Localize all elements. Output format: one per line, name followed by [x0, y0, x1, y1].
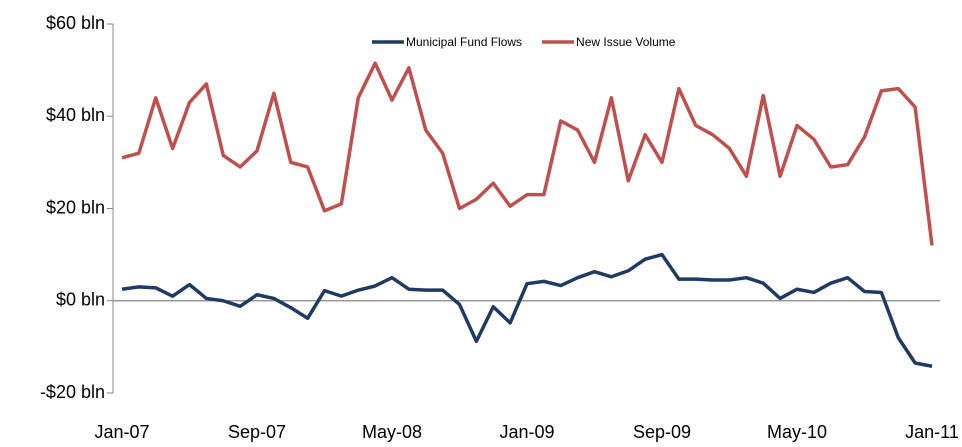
y-tick-label: $0 bln — [56, 290, 105, 310]
y-tick-label: $40 bln — [46, 105, 105, 125]
x-tick-label: Sep-09 — [633, 422, 691, 442]
legend-label: Municipal Fund Flows — [406, 35, 522, 49]
series-line — [121, 61, 934, 246]
legend-label: New Issue Volume — [576, 35, 676, 49]
x-tick-label: May-08 — [362, 422, 422, 442]
x-tick-label: May-10 — [767, 422, 827, 442]
y-tick-label: $20 bln — [46, 197, 105, 217]
x-tick-label: Jan-07 — [94, 422, 149, 442]
series-line — [121, 252, 933, 368]
y-tick-label: $60 bln — [46, 13, 105, 33]
x-tick-label: Jan-09 — [499, 422, 554, 442]
x-tick-label: Jan-11 — [905, 422, 959, 442]
y-tick-label: -$20 bln — [40, 382, 105, 402]
x-tick-label: Sep-07 — [228, 422, 286, 442]
